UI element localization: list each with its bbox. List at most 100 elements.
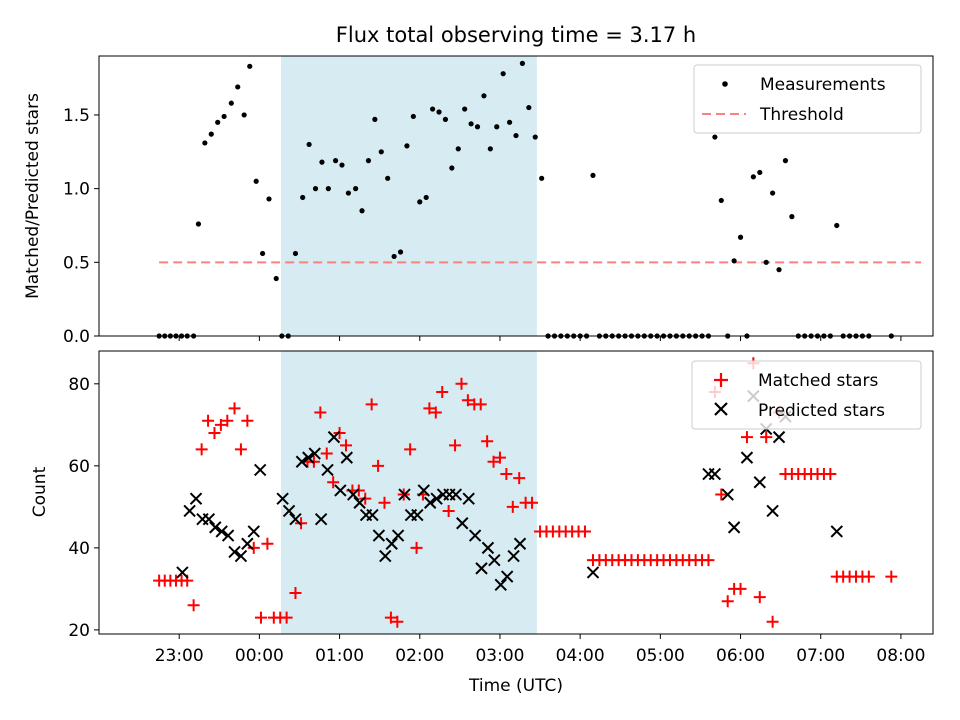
measurement-point	[266, 196, 272, 202]
x-tick-label: 00:00	[235, 646, 284, 666]
legend-measurements-marker	[722, 81, 728, 87]
matched-point	[461, 394, 474, 407]
measurement-point	[436, 109, 442, 115]
matched-point	[195, 443, 208, 456]
matched-point	[352, 484, 365, 497]
measurement-point	[468, 121, 474, 127]
measurement-point	[731, 258, 737, 264]
predicted-point	[423, 496, 437, 509]
top-y-tick-label: 1.5	[63, 106, 90, 126]
measurement-point	[430, 106, 436, 112]
matched-point	[241, 414, 254, 427]
measurement-point	[712, 134, 718, 140]
measurement-point	[590, 172, 596, 178]
matched-point	[449, 439, 462, 452]
matched-point	[506, 500, 519, 513]
matched-point	[474, 398, 487, 411]
legend-threshold-label: Threshold	[759, 105, 844, 125]
measurement-point	[208, 131, 214, 137]
predicted-point	[500, 570, 514, 583]
matched-point	[378, 496, 391, 509]
measurement-point	[763, 259, 769, 265]
measurement-point	[532, 134, 538, 140]
matched-point	[202, 414, 215, 427]
top-legend: Measurements Threshold	[693, 64, 922, 134]
measurement-point	[513, 132, 519, 139]
matched-point	[384, 611, 397, 624]
measurement-point	[228, 100, 234, 106]
measurement-point	[776, 267, 782, 273]
top-panel: 0.0 0.5 1.0 1.5 Matched/Predicted stars Mea…	[23, 55, 934, 347]
matched-point	[247, 541, 260, 554]
matched-point	[404, 443, 417, 456]
predicted-point	[347, 488, 360, 501]
chart-title: Flux total observing time = 3.17 h	[336, 23, 696, 47]
predicted-point	[830, 525, 843, 538]
predicted-point	[462, 492, 475, 505]
predicted-point	[228, 545, 241, 559]
predicted-point	[366, 508, 379, 522]
predicted-point	[740, 451, 754, 464]
predicted-point	[189, 492, 203, 505]
predicted-point	[385, 537, 398, 550]
x-tick-label: 05:00	[636, 646, 685, 666]
matched-point	[295, 517, 308, 530]
x-tick-label: 01:00	[315, 646, 364, 666]
measurement-point	[506, 119, 513, 125]
measurement-point	[770, 190, 776, 196]
predicted-point	[772, 430, 786, 444]
measurement-point	[500, 71, 506, 77]
bottom-y-tick-label: 60	[68, 457, 90, 477]
measurement-point	[757, 169, 763, 176]
measurement-point	[202, 140, 208, 146]
bottom-legend-box	[691, 360, 922, 430]
measurement-point	[372, 116, 378, 122]
matched-point	[320, 447, 333, 460]
predicted-point	[586, 566, 600, 579]
matched-point	[766, 615, 779, 628]
measurement-point	[241, 112, 247, 118]
predicted-point	[202, 512, 216, 526]
measurement-point	[345, 190, 351, 196]
x-tick-label: 23:00	[155, 646, 204, 666]
measurement-point	[259, 250, 266, 257]
top-x-ticks	[178, 336, 902, 341]
predicted-point	[398, 488, 411, 501]
predicted-point	[488, 553, 501, 567]
measurement-point	[487, 146, 493, 152]
matched-point	[734, 582, 747, 595]
measurement-point	[292, 250, 299, 257]
matched-point	[429, 406, 442, 419]
predicted-point	[721, 488, 734, 501]
predicted-point	[176, 566, 189, 579]
matched-point	[234, 443, 247, 456]
bottom-y-axis: 20 40 60 80	[68, 375, 99, 641]
matched-point	[487, 455, 500, 468]
predicted-point	[295, 455, 309, 468]
predicted-point	[334, 484, 347, 497]
top-span	[281, 56, 537, 336]
top-y-axis: 0.0 0.5 1.0 1.5	[63, 106, 99, 347]
matched-point	[307, 455, 320, 468]
measurement-point	[455, 146, 461, 152]
predicted-point	[215, 525, 228, 538]
bottom-y-tick-label: 20	[68, 621, 90, 641]
predicted-point	[372, 529, 386, 542]
legend-predicted-label: Predicted stars	[758, 401, 885, 421]
measurement-point	[494, 124, 500, 130]
x-tick-label: 07:00	[796, 646, 845, 666]
predicted-point	[494, 578, 507, 591]
predicted-point	[183, 504, 196, 518]
measurement-point	[253, 178, 259, 184]
measurement-point	[365, 158, 372, 164]
matched-point	[221, 414, 234, 427]
bottom-y-tick-label: 40	[68, 539, 90, 559]
predicted-point	[289, 512, 302, 526]
top-legend-box	[693, 64, 922, 134]
matched-point	[824, 468, 837, 481]
matched-point	[442, 504, 455, 517]
predicted-point	[507, 549, 520, 563]
predicted-point	[456, 517, 469, 530]
x-tick-label: 03:00	[475, 646, 524, 666]
measurement-point	[215, 119, 221, 125]
